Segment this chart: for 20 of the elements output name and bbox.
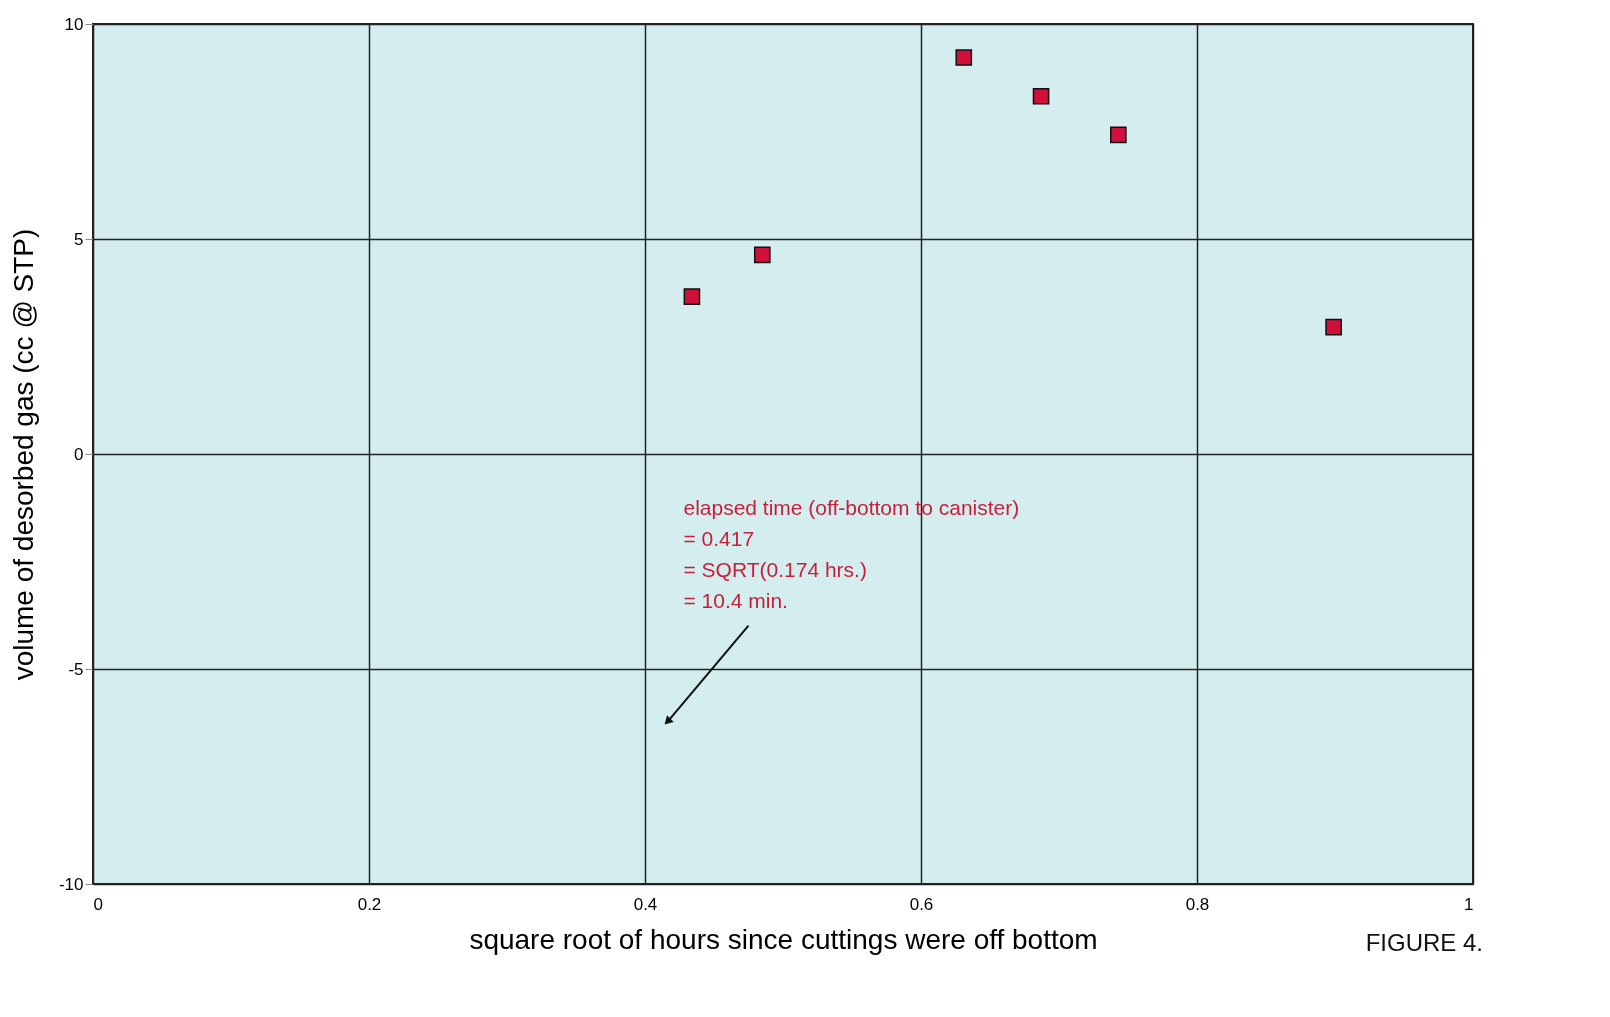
x-axis-title: square root of hours since cuttings were off bottom bbox=[469, 923, 1098, 955]
point bbox=[753, 246, 771, 264]
y-tick-label: 10 bbox=[64, 14, 84, 34]
y-tick-label: 0 bbox=[74, 444, 84, 464]
x-tick-label: 0.4 bbox=[633, 894, 658, 914]
point bbox=[955, 49, 973, 66]
x-tick-label: 0 bbox=[93, 894, 103, 914]
x-tick-label: 0.2 bbox=[357, 894, 382, 914]
point bbox=[1032, 87, 1050, 105]
y-tick-label: 5 bbox=[74, 229, 84, 249]
point bbox=[1325, 318, 1342, 336]
caption: FIGURE 4. bbox=[1365, 929, 1483, 956]
y-tick-label: -10 bbox=[58, 874, 84, 894]
y-tick-label: -5 bbox=[68, 659, 84, 679]
point bbox=[1110, 126, 1127, 144]
x-tick-label: 0.8 bbox=[1185, 894, 1210, 914]
point bbox=[683, 288, 701, 305]
x-tick-label: 1 bbox=[1464, 894, 1474, 914]
x-tick-label: 0.6 bbox=[909, 894, 934, 914]
y-axis-title: volume of desorbed gas (cc @ STP) bbox=[7, 228, 39, 681]
